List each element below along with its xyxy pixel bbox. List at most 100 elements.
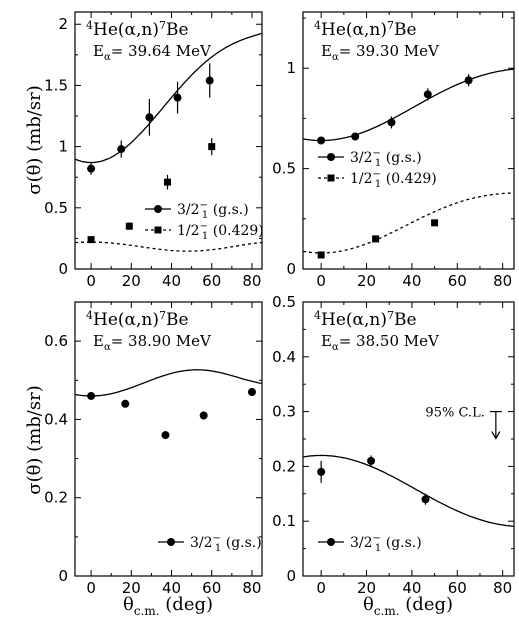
x-tick-label: 20: [122, 272, 141, 290]
data-point-circle: [87, 164, 96, 173]
y-tick-label: 0.1: [272, 512, 296, 530]
data-point-circle: [351, 132, 360, 141]
y-tick-label: 0.2: [272, 457, 296, 475]
upper-limit-head: [491, 431, 501, 440]
data-point-circle: [173, 93, 182, 102]
x-tick-label: 40: [162, 272, 181, 290]
confidence-level-label: 95% C.L.: [425, 406, 484, 421]
y-tick-label: 1.5: [44, 76, 68, 94]
fit-curve-1: [74, 369, 263, 397]
plot-frame: [74, 301, 263, 577]
y-tick-label: 0: [286, 260, 296, 278]
plot-frame: [74, 11, 263, 270]
series-ground-state: [87, 388, 256, 440]
data-point-circle: [464, 76, 473, 85]
reaction-label: 4He(α,n)7Be: [86, 19, 189, 40]
x-tick-label: 20: [357, 579, 376, 597]
plot-frame: [302, 11, 515, 270]
data-point-square: [431, 219, 439, 227]
data-point-square: [317, 251, 325, 259]
fit-curve-1: [74, 32, 263, 164]
x-tick-label: 0: [86, 272, 96, 290]
legend-entry: 1/2− 1 (0.429): [318, 169, 437, 190]
x-tick-label: 40: [162, 579, 181, 597]
x-tick-label: 0: [316, 579, 326, 597]
fit-curve-2: [74, 241, 263, 252]
y-tick-label: 1: [286, 59, 296, 77]
fit-curve-2: [302, 192, 515, 254]
x-tick-label: 60: [448, 579, 467, 597]
legend-circle-marker: [167, 538, 175, 546]
legend-label: 3/2− 1 (g.s.): [350, 533, 422, 554]
data-point-square: [372, 235, 380, 243]
data-point-square: [87, 236, 95, 244]
legend-square-marker: [154, 226, 162, 234]
x-tick-label: 0: [86, 579, 96, 597]
y-tick-label: 0.5: [272, 293, 296, 311]
legend-entry: 1/2− 1 (0.429): [145, 221, 264, 242]
data-point-circle: [367, 456, 376, 465]
legend-label: 3/2− 1 (g.s.): [350, 148, 422, 169]
panel-4: 0 20 40 60 80 0 0.1 0.2 0.3 0.4 0.5 4He(α,n)7BeEα= …: [272, 293, 515, 597]
fit-curve-1: [302, 68, 515, 142]
y-tick-label: 1: [58, 138, 68, 156]
legend-square-marker: [327, 174, 335, 182]
data-point-circle: [387, 118, 396, 127]
y-tick-label: 0: [58, 567, 68, 585]
data-point-circle: [421, 495, 430, 504]
data-point-circle: [247, 388, 256, 397]
data-point-circle: [161, 431, 170, 440]
x-tick-label: 80: [242, 579, 261, 597]
beam-energy-label: Eα= 38.90 MeV: [93, 332, 212, 353]
beam-energy-label: Eα= 39.64 MeV: [93, 42, 212, 63]
y-tick-label: 0.2: [44, 489, 68, 507]
data-point-circle: [117, 145, 126, 154]
y-tick-label: 2: [58, 15, 68, 33]
data-point-square: [163, 178, 171, 186]
y-tick-label: 0.5: [272, 160, 296, 178]
legend-entry: 3/2− 1 (g.s.): [158, 533, 262, 554]
legend-entry: 3/2− 1 (g.s.): [318, 148, 422, 169]
x-tick-label: 60: [202, 272, 221, 290]
data-point-square: [125, 222, 133, 230]
x-axis-title-left: θc.m. (deg): [123, 594, 213, 618]
series-ground-state: [317, 74, 473, 145]
legend-circle-marker: [154, 205, 162, 213]
y-tick-label: 0.5: [44, 199, 68, 217]
y-axis-title-top: σ(θ) (mb/sr): [24, 85, 45, 194]
legend-entry: 3/2− 1 (g.s.): [318, 533, 422, 554]
y-tick-label: 0.3: [272, 403, 296, 421]
beam-energy-label: Eα= 39.30 MeV: [321, 42, 440, 63]
reaction-label: 4He(α,n)7Be: [314, 19, 417, 40]
legend-circle-marker: [327, 538, 335, 546]
y-tick-label: 0.6: [44, 332, 68, 350]
beam-energy-label: Eα= 38.50 MeV: [321, 332, 440, 353]
y-tick-label: 0.4: [272, 348, 296, 366]
x-tick-label: 20: [122, 579, 141, 597]
legend-entry: 3/2− 1 (g.s.): [145, 200, 249, 221]
y-axis-title-bottom: σ(θ) (mb/sr): [24, 385, 45, 494]
legend-label: 3/2− 1 (g.s.): [190, 533, 262, 554]
legend-label: 3/2− 1 (g.s.): [177, 200, 249, 221]
y-tick-label: 0: [58, 260, 68, 278]
x-tick-label: 0: [316, 272, 326, 290]
data-point-circle: [199, 411, 208, 420]
x-tick-label: 20: [357, 272, 376, 290]
data-point-circle: [423, 90, 432, 99]
reaction-label: 4He(α,n)7Be: [314, 309, 417, 330]
legend-label: 1/2− 1 (0.429): [350, 169, 437, 190]
series-excited-state: [87, 138, 216, 244]
legend-label: 1/2− 1 (0.429): [177, 221, 264, 242]
x-tick-label: 80: [242, 272, 261, 290]
y-tick-label: 0: [286, 567, 296, 585]
x-axis-title-right: θc.m. (deg): [363, 594, 453, 618]
reaction-label: 4He(α,n)7Be: [86, 309, 189, 330]
x-tick-label: 80: [493, 579, 512, 597]
upper-limit-arrow: [489, 411, 502, 440]
data-point-circle: [145, 113, 154, 122]
data-point-circle: [121, 399, 130, 408]
data-point-square: [208, 143, 216, 151]
